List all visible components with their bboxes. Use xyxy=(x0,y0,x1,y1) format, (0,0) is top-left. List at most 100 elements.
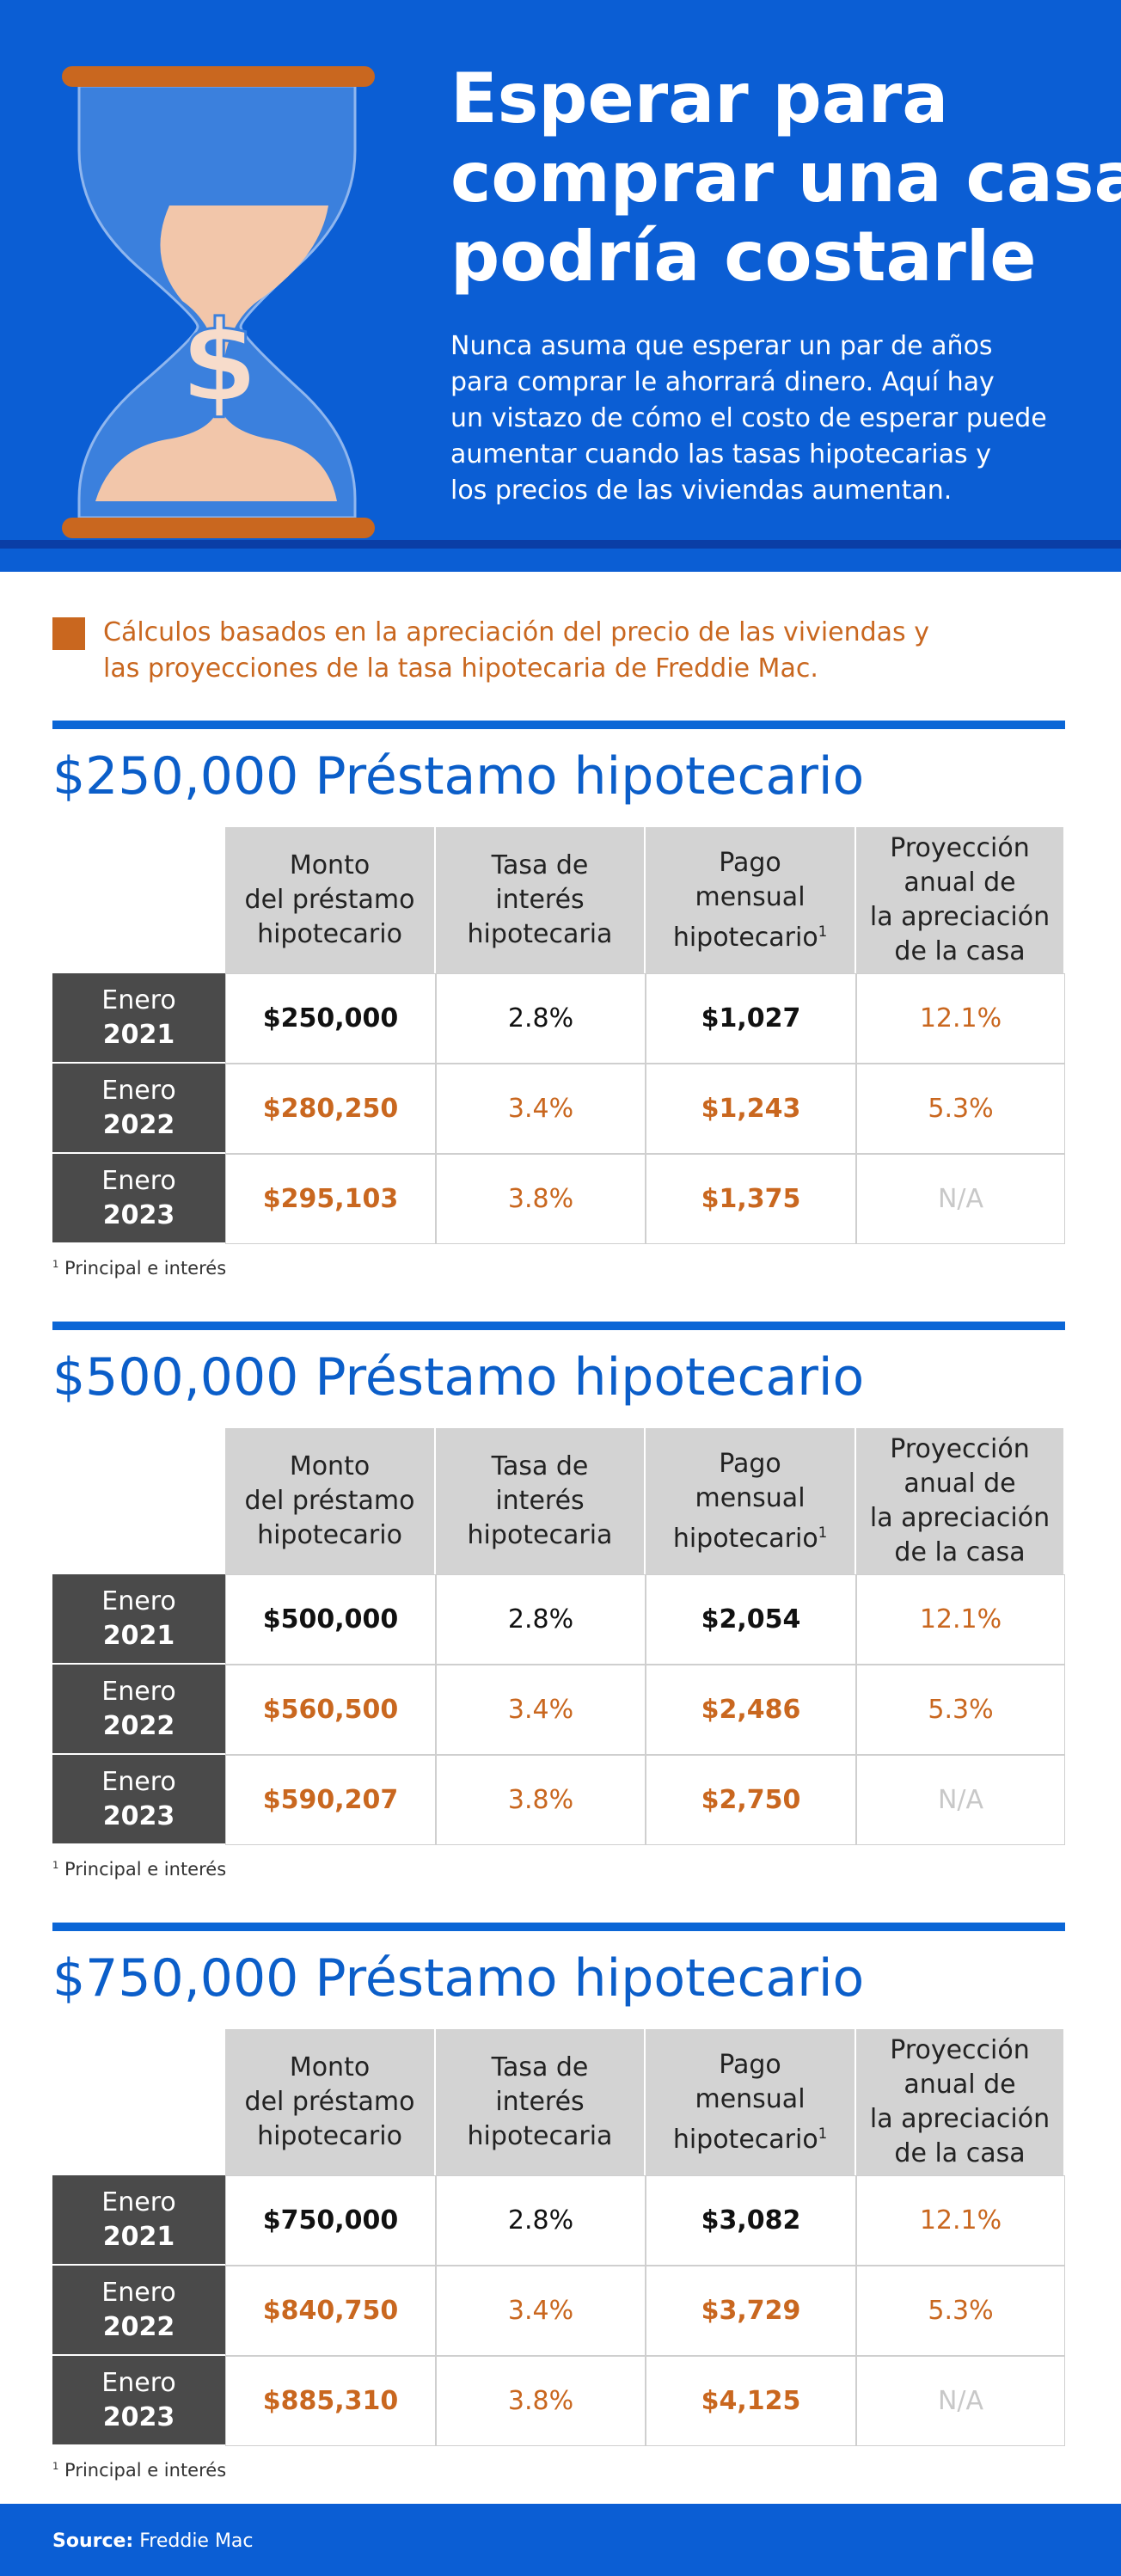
table-cell: 12.1% xyxy=(856,2175,1065,2266)
table-cell: $4,125 xyxy=(646,2356,856,2446)
table-cell: 5.3% xyxy=(856,1064,1065,1154)
column-header-line: hipotecario xyxy=(257,1520,402,1550)
row-label-line: 2021 xyxy=(102,1019,175,1050)
column-header: Tasa de interés hipotecaria xyxy=(436,1428,646,1574)
column-header-line: hipotecario1 xyxy=(672,922,828,953)
row-label-line: Enero xyxy=(101,984,176,1015)
row-label: Enero 2023 xyxy=(52,1154,225,1244)
table-cell: N/A xyxy=(856,1154,1065,1244)
table-cell: N/A xyxy=(856,1755,1065,1845)
column-header-line: del préstamo xyxy=(244,1486,415,1516)
column-header-line: de la casa xyxy=(894,1537,1026,1567)
table-cell: 5.3% xyxy=(856,2266,1065,2356)
column-header: Monto del préstamo hipotecario xyxy=(225,827,436,973)
row-label-line: Enero xyxy=(101,1075,176,1106)
row-label-line: Enero xyxy=(101,1676,176,1707)
table-cell: 12.1% xyxy=(856,973,1065,1064)
source-label: Source: xyxy=(52,2530,134,2552)
footnote: 1 Principal e interés xyxy=(52,1859,226,1880)
column-header: Pago mensual hipotecario1 xyxy=(646,1428,856,1574)
column-header: Monto del préstamo hipotecario xyxy=(225,2029,436,2175)
row-label-line: 2022 xyxy=(102,1109,175,1140)
table-cell: $750,000 xyxy=(225,2175,436,2266)
source: Source: Freddie Mac xyxy=(52,2528,254,2555)
column-header-line: Proyección xyxy=(890,2035,1030,2065)
intro-line: Nunca asuma que esperar un par de años xyxy=(450,331,993,361)
table-cell: $2,750 xyxy=(646,1755,856,1845)
row-label: Enero 2022 xyxy=(52,2266,225,2356)
table-cell: 12.1% xyxy=(856,1574,1065,1665)
column-header-line: hipotecaria xyxy=(467,1520,613,1550)
column-header-line: hipotecario xyxy=(257,919,402,949)
column-header-line: mensual xyxy=(695,1482,806,1513)
source-text: Freddie Mac xyxy=(139,2530,254,2552)
section-rule xyxy=(52,1322,1065,1330)
row-label-line: 2021 xyxy=(102,1620,175,1651)
row-label: Enero 2022 xyxy=(52,1665,225,1755)
column-header-line: del préstamo xyxy=(244,885,415,915)
footnote-text: Principal e interés xyxy=(64,1258,227,1279)
table-cell: 3.4% xyxy=(436,2266,646,2356)
footnote-text: Principal e interés xyxy=(64,2460,227,2481)
table-cell: $840,750 xyxy=(225,2266,436,2356)
table-cell: $2,486 xyxy=(646,1665,856,1755)
column-header-line: Proyección xyxy=(890,1434,1030,1464)
row-label-line: Enero xyxy=(101,2367,176,2398)
column-header-line: Proyección xyxy=(890,833,1030,863)
row-label-line: 2023 xyxy=(102,1800,175,1831)
column-header: Proyección anual de la apreciación de la ca… xyxy=(856,2029,1065,2175)
footnote-mark: 1 xyxy=(52,1258,59,1270)
footnote-mark: 1 xyxy=(818,1524,828,1541)
row-label-line: Enero xyxy=(101,1585,176,1616)
header-rule xyxy=(0,540,1121,549)
table-cell: 3.4% xyxy=(436,1064,646,1154)
column-header-line: Tasa de xyxy=(491,1451,589,1481)
section-heading: $250,000 Préstamo hipotecario xyxy=(52,746,865,807)
table-cell: 3.8% xyxy=(436,1755,646,1845)
table-cell: $2,054 xyxy=(646,1574,856,1665)
footnote-mark: 1 xyxy=(818,923,828,940)
table-cell: $3,082 xyxy=(646,2175,856,2266)
table-cell: $1,243 xyxy=(646,1064,856,1154)
table-cell: 3.4% xyxy=(436,1665,646,1755)
column-header-line: mensual xyxy=(695,2083,806,2114)
row-label-line: 2021 xyxy=(102,2221,175,2252)
svg-text:$: $ xyxy=(181,297,258,427)
footer-band xyxy=(0,2504,1121,2576)
section-heading: $750,000 Préstamo hipotecario xyxy=(52,1948,865,2009)
column-header-line: Tasa de xyxy=(491,850,589,880)
column-header-line: Monto xyxy=(289,850,371,880)
row-label: Enero 2023 xyxy=(52,2356,225,2446)
row-label-line: 2022 xyxy=(102,2311,175,2342)
row-label: Enero 2022 xyxy=(52,1064,225,1154)
note-line: las proyecciones de la tasa hipotecaria … xyxy=(103,653,818,684)
column-header-line: Monto xyxy=(289,1451,371,1481)
footnote: 1 Principal e interés xyxy=(52,1258,226,1279)
column-header: Proyección anual de la apreciación de la ca… xyxy=(856,827,1065,973)
row-label-line: 2022 xyxy=(102,1710,175,1741)
column-header-line: Pago xyxy=(719,2049,781,2080)
table-cell: $560,500 xyxy=(225,1665,436,1755)
row-label-line: 2023 xyxy=(102,2401,175,2432)
table-cell: $500,000 xyxy=(225,1574,436,1665)
column-header: Tasa de interés hipotecaria xyxy=(436,827,646,973)
table-cell: $590,207 xyxy=(225,1755,436,1845)
table-cell: 3.8% xyxy=(436,1154,646,1244)
row-label-line: 2023 xyxy=(102,1199,175,1230)
row-label: Enero 2021 xyxy=(52,1574,225,1665)
column-header: Pago mensual hipotecario1 xyxy=(646,2029,856,2175)
table-cell: 2.8% xyxy=(436,1574,646,1665)
table-cell: 2.8% xyxy=(436,973,646,1064)
table-cell: 5.3% xyxy=(856,1665,1065,1755)
column-header-line: de la casa xyxy=(894,2138,1026,2168)
row-label: Enero 2021 xyxy=(52,2175,225,2266)
footnote-mark: 1 xyxy=(818,2125,828,2142)
column-header-line: la apreciación xyxy=(869,1503,1051,1533)
column-header-line: mensual xyxy=(695,881,806,912)
note-line: Cálculos basados en la apreciación del p… xyxy=(103,617,929,647)
intro-line: los precios de las viviendas aumentan. xyxy=(450,475,953,506)
table-cell: $295,103 xyxy=(225,1154,436,1244)
column-header-line: interés xyxy=(495,1486,585,1516)
column-header: Monto del préstamo hipotecario xyxy=(225,1428,436,1574)
